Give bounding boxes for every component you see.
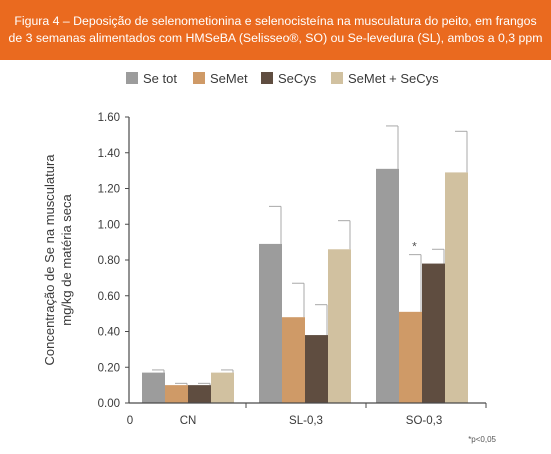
y-tick-label: 1.20	[98, 184, 120, 196]
legend-swatch-4	[331, 72, 343, 84]
bar-chart: Se tot SeMet SeCys SeMet + SeCys Concentraç…	[42, 71, 497, 444]
y-axis-title: Concentração de Se na musculatura mg/kg …	[42, 154, 74, 366]
bar-so-0-3-2	[399, 311, 422, 403]
bar-cn-1	[142, 372, 165, 403]
y-tick-label: 0.00	[98, 398, 120, 410]
y-axis-title-line-1: Concentração de Se na musculatura	[42, 154, 57, 366]
legend-label-2: SeMet	[210, 71, 248, 86]
chart-legend: Se tot SeMet SeCys SeMet + SeCys	[126, 71, 439, 86]
bar-so-0-3-1	[376, 168, 399, 403]
y-tick-label: 1.60	[98, 112, 120, 124]
bar-cn-4	[211, 372, 234, 403]
caption-line-2: de 3 semanas alimentados com HMSeBA (Sel…	[8, 31, 543, 45]
bar-sl-0-3-3	[305, 335, 328, 403]
legend-swatch-2	[193, 72, 205, 84]
bar-cn-3	[188, 385, 211, 403]
figure-caption-header: Figura 4 – Deposição de selenometionina …	[0, 0, 551, 60]
x-category-label: SL-0,3	[289, 415, 323, 427]
y-tick-label: 1.40	[98, 148, 120, 160]
y-tick-label: 1.00	[98, 219, 120, 231]
y-tick-label: 0.40	[98, 327, 120, 339]
y-axis-title-line-2: mg/kg de matéria seca	[59, 193, 74, 325]
x-category-label: SO-0,3	[406, 415, 442, 427]
bar-so-0-3-4	[445, 172, 468, 403]
y-axis-ticks: 0.00 0.20 0.40 0.60 0.80 1.00 1.20 1.40 1.60	[98, 112, 129, 410]
legend-label-3: SeCys	[278, 71, 317, 86]
bar-sl-0-3-1	[259, 243, 282, 403]
bar-sl-0-3-4	[328, 249, 351, 403]
y-tick-label: 0.20	[98, 362, 120, 374]
legend-label-4: SeMet + SeCys	[348, 71, 439, 86]
bar-series: *	[142, 125, 468, 403]
y-tick-label: 0.60	[98, 291, 120, 303]
bar-so-0-3-3	[422, 263, 445, 403]
bar-cn-2	[165, 385, 188, 403]
significance-footnote: *p<0,05	[468, 435, 496, 444]
x-axis-labels: CN SL-0,3 SO-0,3	[180, 415, 443, 427]
bar-sl-0-3-2	[282, 317, 305, 403]
legend-swatch-1	[126, 72, 138, 84]
caption-line-1: Figura 4 – Deposição de selenometionina …	[14, 14, 537, 28]
x-origin-label: 0	[127, 415, 133, 427]
legend-label-1: Se tot	[143, 71, 177, 86]
chart-axes	[128, 117, 487, 408]
significance-marker: *	[412, 240, 417, 254]
y-tick-label: 0.80	[98, 255, 120, 267]
legend-swatch-3	[261, 72, 273, 84]
x-category-label: CN	[180, 415, 197, 427]
